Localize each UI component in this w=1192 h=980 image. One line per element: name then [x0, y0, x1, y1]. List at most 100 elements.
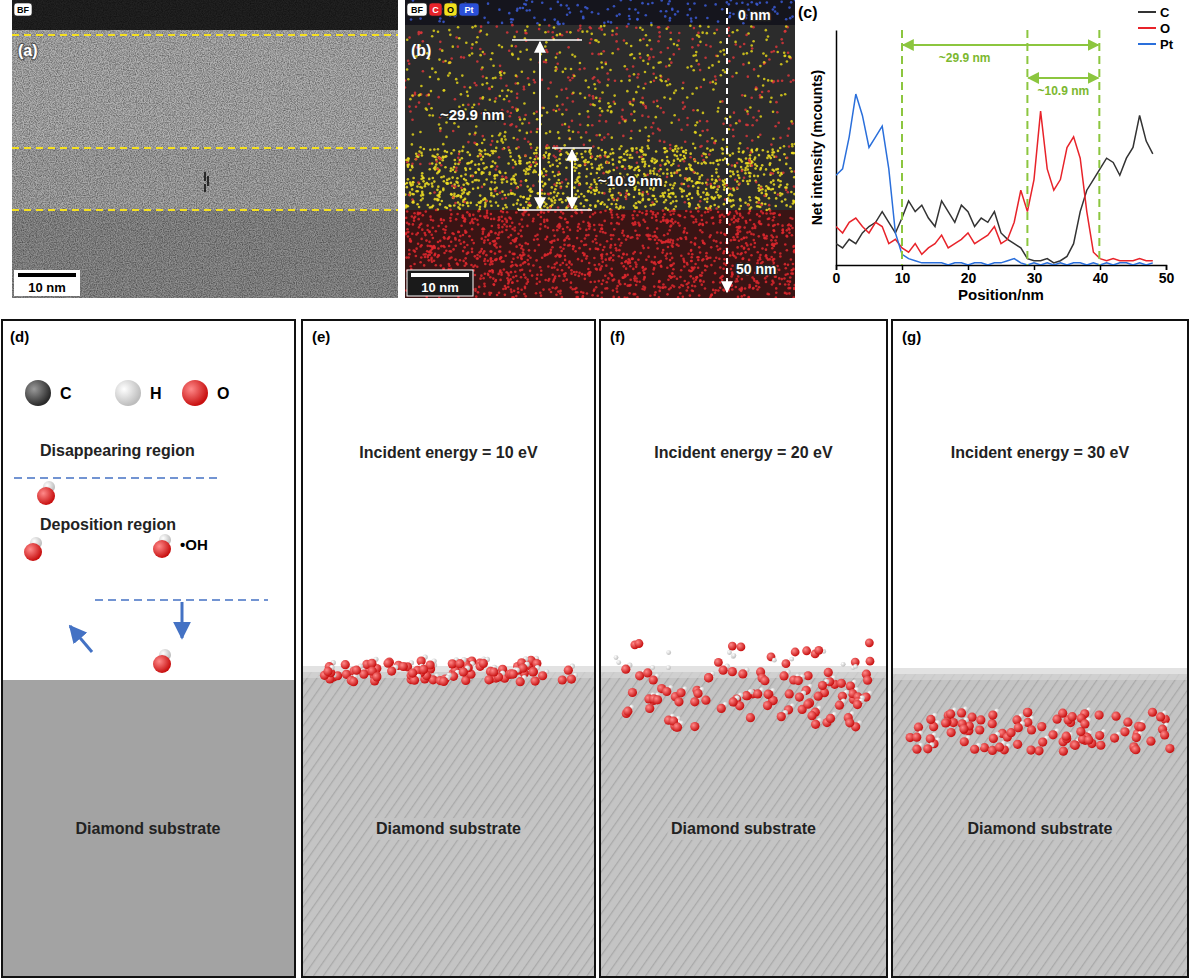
- eds-dot: [443, 89, 446, 92]
- eds-dot: [735, 72, 738, 75]
- eds-dot: [510, 18, 513, 21]
- eds-dot: [699, 176, 702, 179]
- eds-dot: [719, 100, 722, 103]
- eds-dot: [576, 4, 579, 7]
- eds-dot: [527, 173, 530, 176]
- eds-dot: [791, 152, 794, 155]
- eds-dot: [532, 161, 535, 164]
- eds-dot: [675, 145, 678, 148]
- eds-dot: [735, 122, 738, 125]
- eds-dot: [557, 23, 560, 26]
- eds-dot: [471, 160, 474, 163]
- eds-dot: [780, 94, 783, 97]
- eds-dot: [729, 116, 732, 119]
- eds-dot: [626, 153, 629, 156]
- eds-dot: [438, 170, 441, 173]
- eds-dot: [409, 110, 412, 113]
- eds-dot: [489, 187, 492, 190]
- eds-dot: [526, 185, 529, 188]
- eds-dot: [475, 204, 478, 207]
- eds-dot: [484, 149, 487, 152]
- eds-dot: [634, 206, 637, 209]
- eds-dot: [695, 181, 698, 184]
- eds-dot: [624, 159, 627, 162]
- eds-dot: [490, 181, 493, 184]
- eds-dot: [699, 134, 702, 137]
- eds-dot: [765, 55, 768, 58]
- eds-dot: [704, 56, 707, 59]
- eds-dot: [688, 192, 691, 195]
- eds-dot: [629, 0, 632, 1]
- eds-dot: [528, 161, 531, 164]
- eds-dot: [713, 182, 716, 185]
- eds-dot: [606, 206, 609, 209]
- eds-dot: [690, 65, 693, 68]
- eds-dot: [557, 131, 560, 134]
- eds-dot: [745, 157, 748, 160]
- eds-dot: [696, 121, 699, 124]
- eds-dot: [469, 154, 472, 157]
- eds-dot: [690, 168, 693, 171]
- eds-dot: [738, 158, 741, 161]
- eds-dot: [422, 180, 425, 183]
- eds-dot: [678, 119, 681, 122]
- eds-dot: [650, 48, 653, 51]
- eds-dot: [507, 193, 510, 196]
- eds-dot: [600, 25, 603, 28]
- eds-dot: [597, 12, 600, 15]
- tem-image: [12, 0, 398, 298]
- eds-dot: [551, 31, 554, 34]
- eds-dot: [787, 74, 790, 77]
- eds-dot: [483, 53, 486, 56]
- eds-dot: [545, 132, 548, 135]
- eds-dot: [791, 15, 794, 18]
- eds-dot: [477, 168, 480, 171]
- eds-dot: [580, 202, 583, 205]
- eds-dot: [670, 202, 673, 205]
- eds-dot: [489, 200, 492, 203]
- eds-dot: [510, 90, 513, 93]
- eds-dot: [580, 136, 583, 139]
- eds-dot: [732, 204, 735, 207]
- eds-dot: [451, 176, 454, 179]
- eds-dot: [689, 152, 692, 155]
- eds-dot: [596, 68, 599, 71]
- eds-dot: [667, 3, 670, 6]
- eds-dot: [516, 202, 519, 205]
- eds-dot: [759, 65, 762, 68]
- eds-dot: [436, 199, 439, 202]
- eds-dot: [555, 95, 558, 98]
- eds-dot: [559, 162, 562, 165]
- eds-dot: [507, 162, 510, 165]
- eds-dot: [758, 189, 761, 192]
- eds-dot: [536, 192, 539, 195]
- eds-dot: [518, 116, 521, 119]
- eds-dot: [612, 163, 615, 166]
- eds-dot: [448, 178, 451, 181]
- eds-dot: [509, 151, 512, 154]
- eds-dot: [612, 152, 615, 155]
- eds-dot: [460, 175, 463, 178]
- eds-dot: [580, 153, 583, 156]
- eds-dot: [775, 101, 778, 104]
- eds-dot: [453, 204, 456, 207]
- eds-dot: [784, 54, 787, 57]
- eds-dot: [760, 96, 763, 99]
- eds-dot: [436, 194, 439, 197]
- eds-dot: [580, 193, 583, 196]
- eds-dot: [709, 162, 712, 165]
- eds-dot: [739, 198, 742, 201]
- eds-dot: [552, 171, 555, 174]
- eds-dot: [482, 96, 485, 99]
- eds-dot: [644, 71, 647, 74]
- eds-dot: [647, 139, 650, 142]
- eds-dot: [766, 1, 769, 4]
- eds-dot: [642, 38, 645, 41]
- eds-dot: [685, 168, 688, 171]
- eds-dot: [438, 162, 441, 165]
- eds-dot: [765, 192, 768, 195]
- eds-dot: [542, 198, 545, 201]
- eds-dot: [494, 76, 497, 79]
- eds-dot: [608, 106, 611, 109]
- eds-dot: [709, 205, 712, 208]
